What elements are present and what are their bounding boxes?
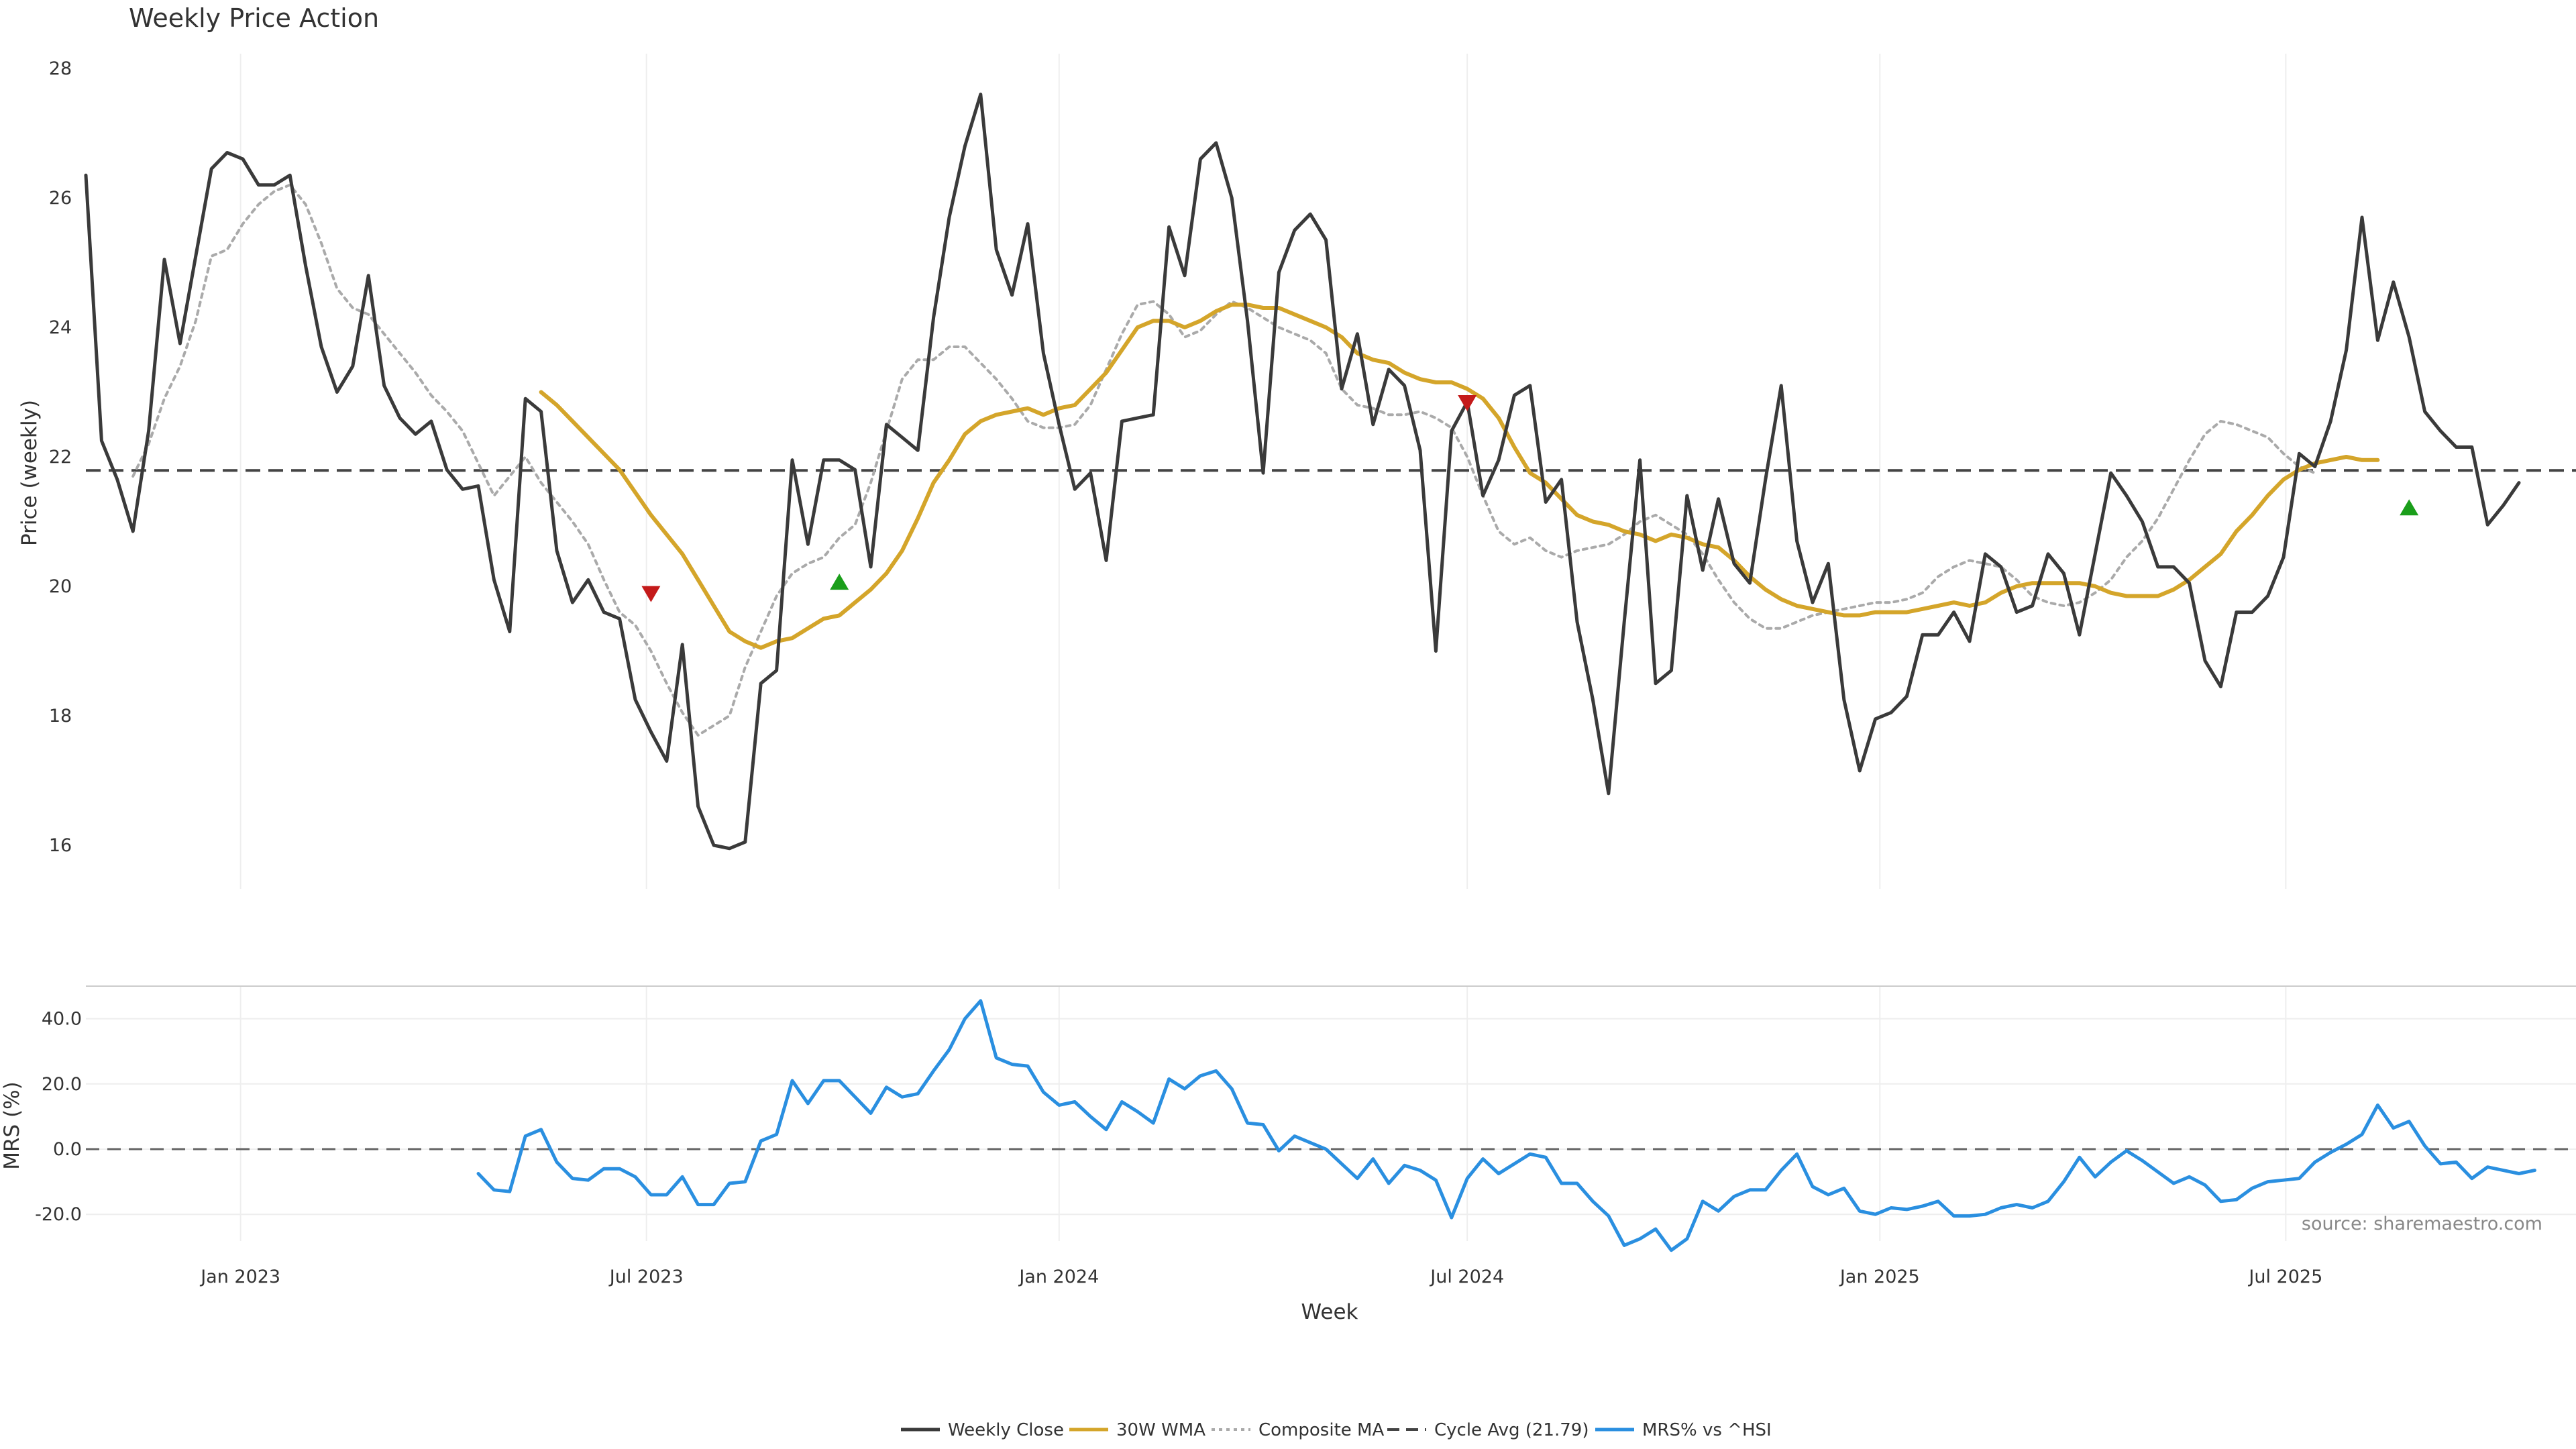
chart-title: Weekly Price Action — [129, 3, 379, 33]
price-ytick-label: 20 — [49, 576, 72, 597]
legend-label-0: Weekly Close — [948, 1420, 1064, 1440]
xtick-label: Jan 2024 — [1018, 1267, 1099, 1287]
xtick-label: Jan 2025 — [1839, 1267, 1920, 1287]
xtick-label: Jul 2025 — [2247, 1267, 2322, 1287]
legend-label-2: Composite MA — [1258, 1420, 1384, 1440]
x-axis-label: Week — [1301, 1300, 1358, 1324]
mrs-ytick-label: 40.0 — [42, 1009, 82, 1030]
legend: Weekly Close 30W WMA Composite MA Cycle Avg… — [901, 1420, 1772, 1440]
signal-up-marker-3 — [2400, 499, 2419, 516]
mrs-line — [476, 999, 2536, 1252]
mrs-ytick-label: 0.0 — [53, 1139, 82, 1160]
price-ytick-label: 26 — [49, 188, 72, 209]
source-note: source: sharemaestro.com — [2302, 1214, 2542, 1234]
weekly-close-line — [84, 93, 2521, 851]
mrs-y-axis-label: MRS (%) — [0, 1081, 24, 1169]
axes-layer: 16 18 20 22 24 26 28 40.0 20.0 0.0 -20.0 Jan 2023 Ju… — [35, 58, 2322, 1287]
price-ytick-label: 24 — [49, 317, 72, 338]
xtick-label: Jul 2024 — [1429, 1267, 1504, 1287]
mrs-ytick-label: 20.0 — [42, 1074, 82, 1095]
xtick-label: Jan 2023 — [199, 1267, 280, 1287]
price-ytick-label: 22 — [49, 447, 72, 468]
signal-down-marker-2 — [1458, 394, 1477, 411]
price-ytick-label: 18 — [49, 706, 72, 727]
signal-down-marker-0 — [641, 586, 661, 602]
grid-layer — [86, 54, 2576, 1241]
wma-30w-line — [539, 303, 2380, 650]
xtick-label: Jul 2023 — [608, 1267, 684, 1287]
mrs-ytick-label: -20.0 — [35, 1204, 82, 1225]
signal-up-marker-1 — [830, 574, 849, 590]
price-ytick-label: 16 — [49, 835, 72, 856]
price-y-axis-label: Price (weekly) — [17, 400, 42, 546]
legend-label-3: Cycle Avg (21.79) — [1434, 1420, 1589, 1440]
price-ytick-label: 28 — [49, 58, 72, 79]
composite-ma-line — [131, 183, 2316, 737]
legend-label-4: MRS% vs ^HSI — [1642, 1420, 1772, 1440]
price-panel — [84, 93, 2576, 851]
mrs-panel — [86, 999, 2576, 1252]
legend-label-1: 30W WMA — [1116, 1420, 1205, 1440]
